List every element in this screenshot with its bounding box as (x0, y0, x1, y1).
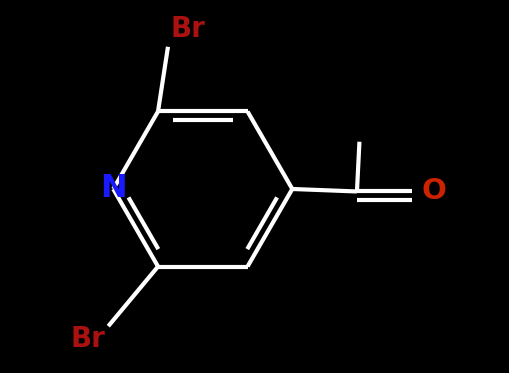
Text: Br: Br (170, 15, 205, 43)
Text: O: O (421, 178, 445, 206)
Text: N: N (100, 173, 126, 204)
Text: Br: Br (71, 325, 106, 352)
